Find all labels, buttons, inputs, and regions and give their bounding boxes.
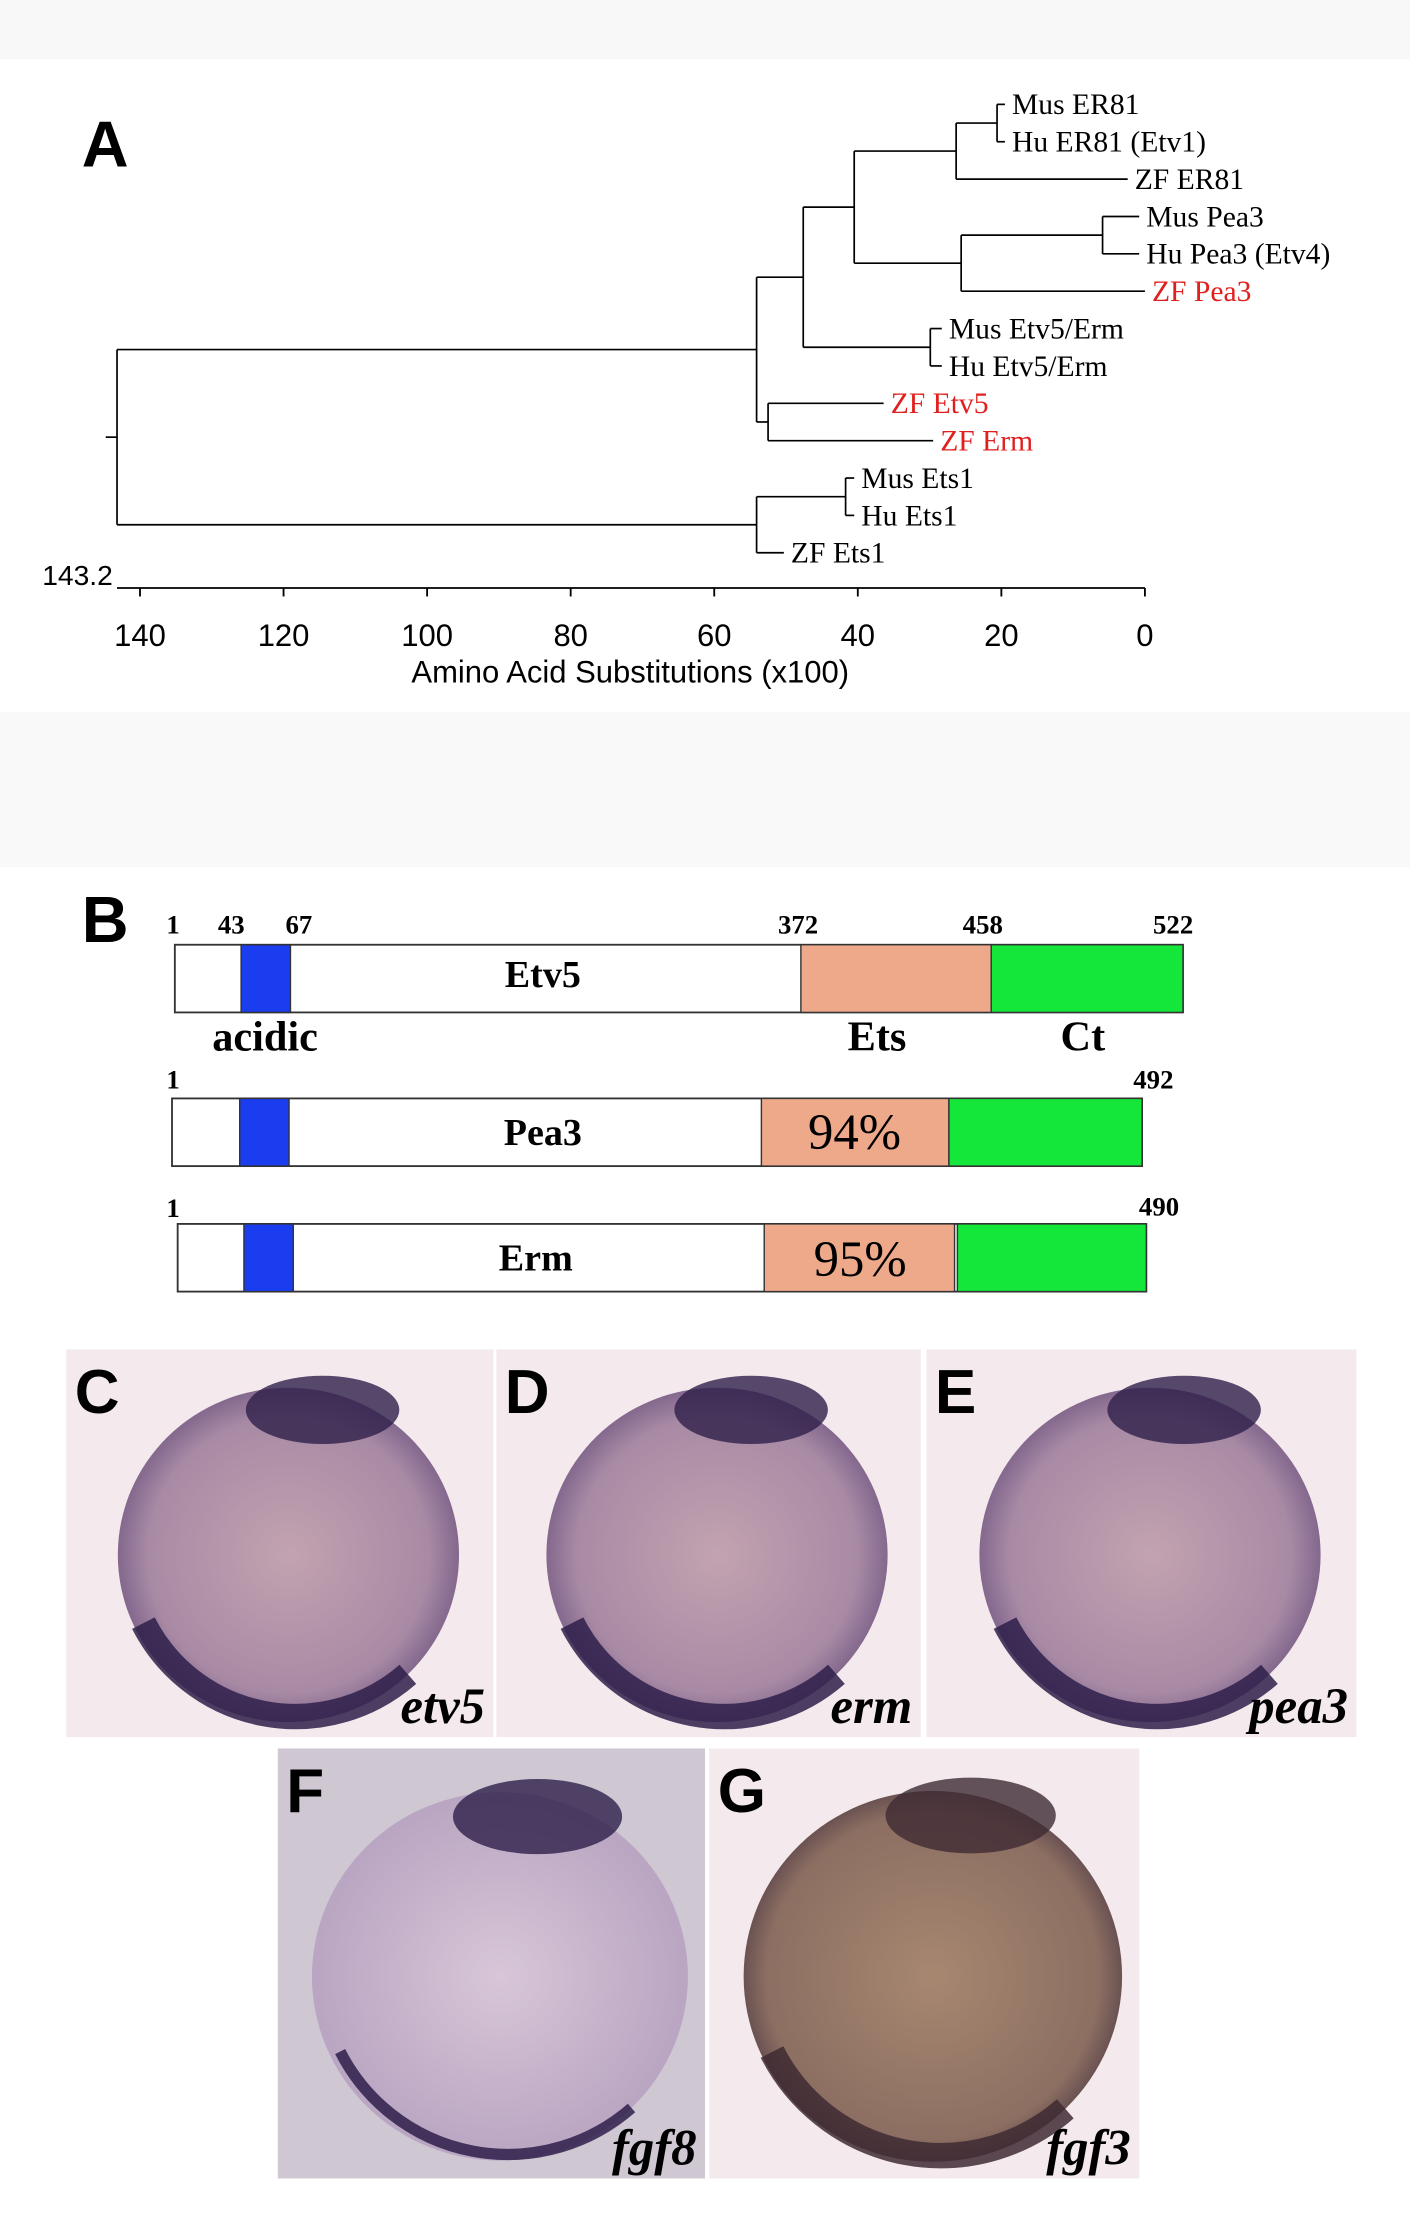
tick-label: 60 [697, 618, 731, 653]
expression [560, 1617, 845, 1730]
ets-domain [763, 1223, 956, 1293]
ct-domain [956, 1223, 1148, 1293]
residue-number: 67 [286, 909, 313, 939]
panel-label: C [75, 1358, 120, 1427]
tick-label: 20 [984, 618, 1018, 653]
embryo [117, 1387, 460, 1723]
residue-number: 1 [166, 1065, 179, 1095]
domain-label: Ct [1061, 1013, 1106, 1060]
expression [1107, 1375, 1261, 1445]
panel-label: F [286, 1757, 324, 1826]
panel-label: G [718, 1757, 766, 1826]
ct-domain [990, 944, 1184, 1014]
leaf-label: Hu ER81 (Etv1) [1012, 127, 1206, 159]
residue-number: 458 [963, 909, 1003, 939]
leaf-label: Mus Ets1 [861, 463, 974, 495]
tick-label: 140 [114, 618, 166, 653]
identity: 95% [814, 1231, 907, 1287]
expression [132, 1617, 417, 1730]
expression [885, 1777, 1056, 1854]
mid-band [0, 712, 1410, 868]
axis-origin-label: 143.2 [42, 559, 113, 591]
expression [335, 2048, 636, 2161]
gene-label: fgf3 [1046, 2119, 1131, 2175]
domain-label: acidic [212, 1013, 318, 1060]
identity: 94% [808, 1104, 901, 1160]
tick-label: 80 [553, 618, 587, 653]
residue-number: 1 [166, 1193, 179, 1223]
acidic-domain [238, 1097, 290, 1167]
gene-label: etv5 [401, 1678, 486, 1734]
tick-label: 40 [841, 618, 875, 653]
expression [674, 1375, 828, 1445]
expression [452, 1778, 623, 1855]
expression [245, 1375, 400, 1445]
tick-label: 100 [401, 618, 453, 653]
acidic-domain [240, 944, 292, 1014]
embryo [311, 1792, 688, 2161]
protein-name: Pea3 [504, 1112, 582, 1154]
ets-domain [760, 1097, 950, 1167]
ct-domain [948, 1097, 1143, 1167]
panel-label: E [935, 1358, 976, 1427]
leaf-label: Hu Pea3 (Etv4) [1146, 239, 1330, 271]
gene-label: pea3 [1245, 1678, 1348, 1734]
leaf-label: Mus ER81 [1012, 89, 1139, 121]
leaf-label: ZF Erm [940, 426, 1033, 458]
residue-number: 490 [1139, 1191, 1179, 1221]
domain-label: Ets [848, 1013, 907, 1060]
leaf-label: Hu Ets1 [861, 500, 957, 532]
gene-label: fgf8 [612, 2119, 697, 2175]
expression [760, 2046, 1074, 2169]
leaf-label: ZF ER81 [1135, 164, 1244, 196]
embryo [546, 1387, 888, 1723]
tick-label: 120 [258, 618, 310, 653]
ets-domain [800, 944, 992, 1014]
tick-label: 0 [1136, 618, 1153, 653]
residue-number: 43 [218, 909, 245, 939]
residue-number: 522 [1153, 909, 1193, 939]
gene-label: erm [831, 1678, 913, 1734]
protein-name: Erm [499, 1237, 573, 1279]
axis-label: Amino Acid Substitutions (x100) [411, 654, 849, 689]
protein-name: Etv5 [505, 954, 581, 996]
leaf-label: Hu Etv5/Erm [949, 351, 1108, 383]
leaf-label: Mus Pea3 [1146, 201, 1264, 233]
residue-number: 492 [1133, 1065, 1173, 1095]
residue-number: 1 [166, 909, 179, 939]
leaf-label: ZF Etv5 [891, 388, 989, 420]
panel-label: A [82, 107, 129, 180]
panel-label: D [505, 1358, 550, 1427]
expression [993, 1617, 1278, 1730]
residue-number: 372 [778, 909, 818, 939]
top-band [0, 0, 1410, 60]
leaf-label: ZF Pea3 [1152, 276, 1251, 308]
embryo [743, 1790, 1123, 2162]
panel-label: B [82, 883, 129, 956]
leaf-label: ZF Ets1 [791, 538, 886, 570]
acidic-domain [243, 1223, 294, 1293]
leaf-label: Mus Etv5/Erm [949, 313, 1124, 345]
embryo [979, 1387, 1321, 1723]
